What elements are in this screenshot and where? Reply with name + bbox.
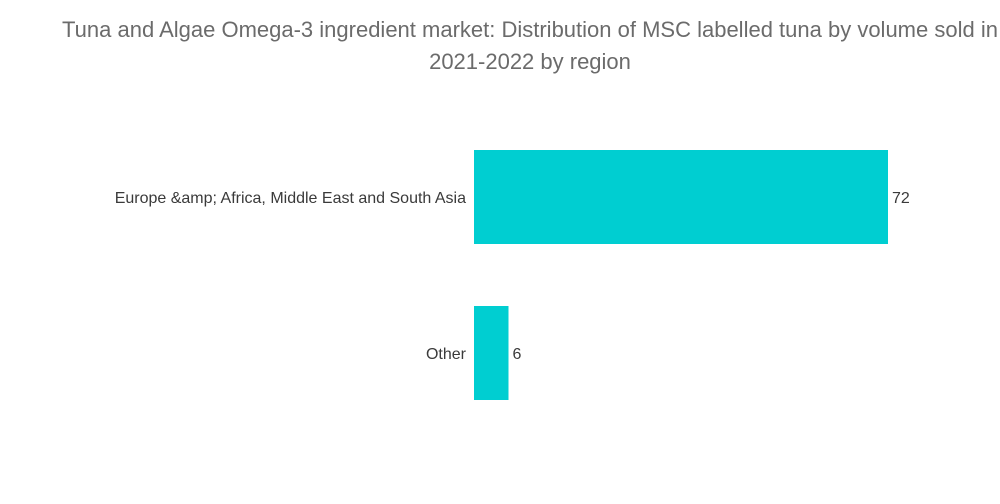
value-label-1: 6 [513, 346, 522, 363]
value-label-0: 72 [892, 190, 910, 207]
category-label-0: Europe &amp; Africa, Middle East and Sou… [115, 190, 466, 207]
chart-title: Tuna and Algae Omega-3 ingredient market… [62, 17, 998, 74]
bars-layer: Europe &amp; Africa, Middle East and Sou… [115, 150, 910, 400]
bar-1 [474, 306, 509, 400]
bar-0 [474, 150, 888, 244]
category-label-1: Other [426, 346, 467, 363]
